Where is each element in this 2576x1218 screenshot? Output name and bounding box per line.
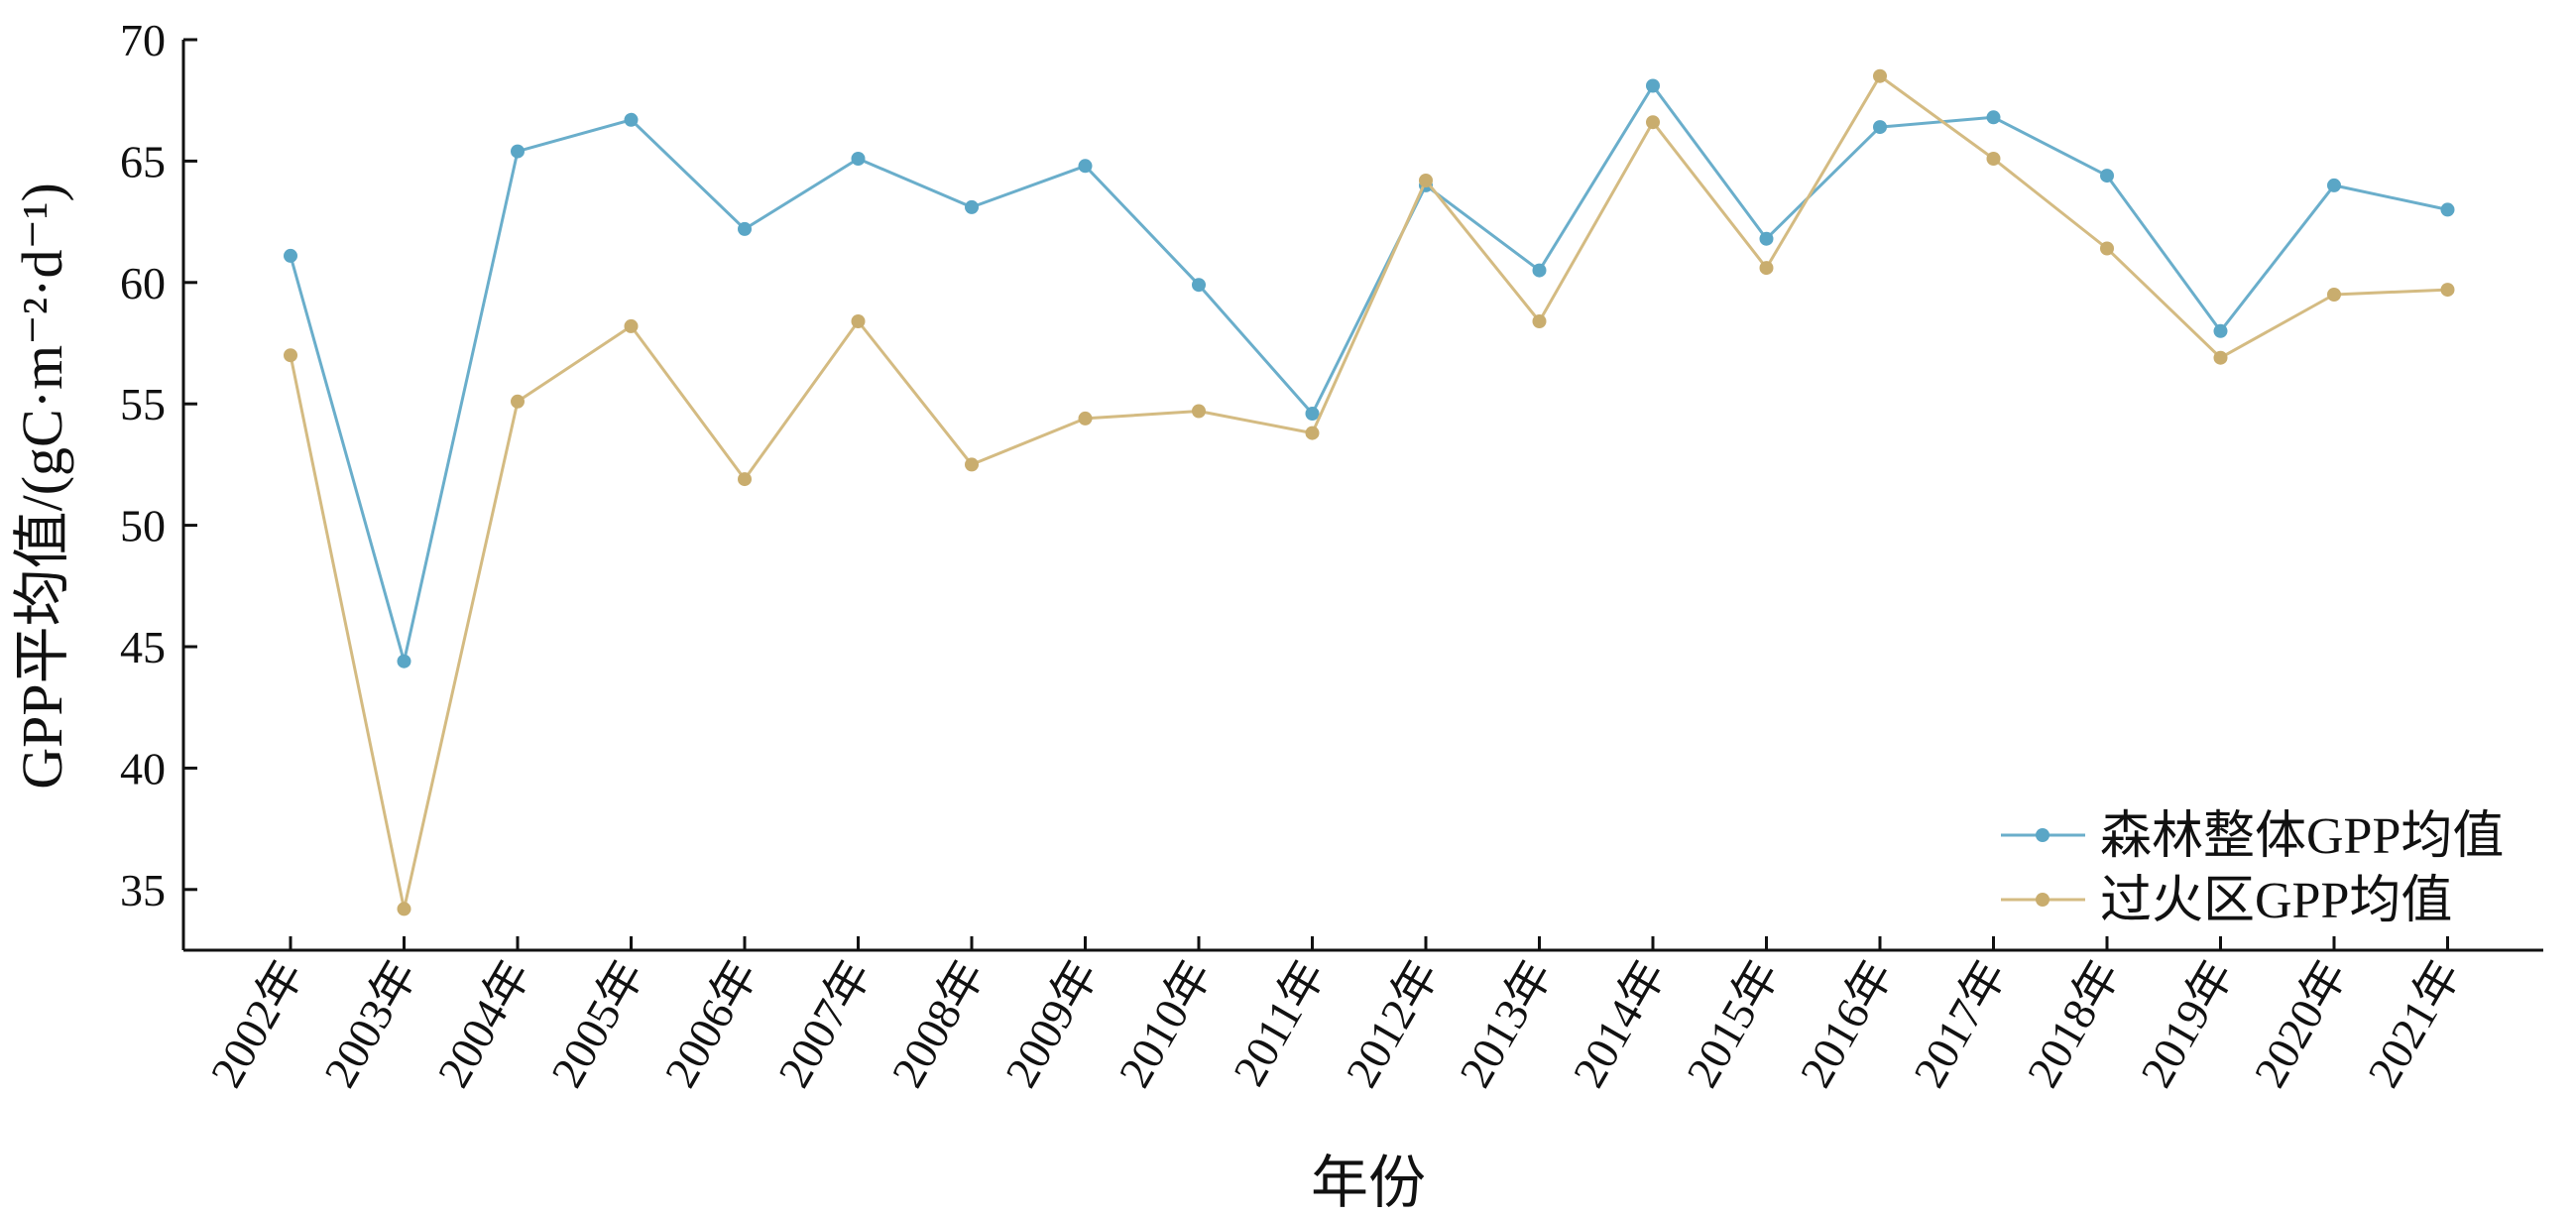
series-1 — [284, 68, 2455, 916]
legend-marker-burned — [2036, 893, 2049, 907]
data-point — [965, 199, 979, 214]
data-point — [738, 221, 752, 236]
x-axis-ticks: 2002年 2003年 2004年 2005年 2006年 2007年 2008年 2009年… — [200, 936, 2470, 1096]
x-tick-label: 2013年 — [1450, 952, 1562, 1096]
legend-item-burned: 过火区GPP均值 — [2001, 873, 2452, 929]
data-point — [511, 144, 525, 159]
x-tick-label: 2020年 — [2244, 952, 2356, 1096]
data-point — [851, 314, 866, 328]
data-point — [284, 348, 297, 363]
data-point — [1646, 78, 1660, 93]
x-tick-label: 2019年 — [2131, 952, 2243, 1096]
data-point — [1078, 411, 1093, 426]
data-point — [1532, 263, 1547, 278]
data-point — [511, 394, 525, 409]
data-point — [397, 654, 411, 669]
x-tick-label: 2006年 — [654, 952, 766, 1096]
data-point — [965, 457, 979, 472]
y-tick-label: 55 — [120, 379, 166, 429]
data-point — [2440, 202, 2455, 217]
series-0 — [284, 78, 2455, 669]
y-tick-label: 65 — [120, 136, 166, 186]
series-line — [289, 74, 2448, 911]
data-point — [1078, 159, 1093, 174]
data-point — [1986, 152, 2001, 166]
data-point — [284, 248, 297, 263]
y-axis-title: GPP平均值/(gC·m⁻²·d⁻¹) — [10, 183, 74, 790]
data-point — [1873, 120, 1887, 135]
series-layer — [284, 68, 2455, 916]
x-tick-label: 2015年 — [1677, 952, 1789, 1096]
y-axis-ticks: 35 40 45 50 55 60 65 70 — [120, 15, 197, 915]
x-tick-label: 2004年 — [427, 952, 539, 1096]
data-point — [738, 472, 752, 487]
data-point — [1873, 68, 1887, 83]
y-tick-label: 60 — [120, 258, 166, 308]
x-tick-label: 2009年 — [995, 952, 1108, 1096]
x-tick-label: 2021年 — [2358, 952, 2470, 1096]
data-point — [2213, 350, 2228, 365]
data-point — [624, 112, 639, 127]
data-point — [1759, 261, 1774, 276]
data-point — [624, 318, 639, 333]
x-tick-label: 2017年 — [1904, 952, 2016, 1096]
data-point — [2213, 323, 2228, 338]
x-tick-label: 2012年 — [1336, 952, 1448, 1096]
data-point — [1192, 278, 1206, 293]
data-point — [1646, 115, 1660, 130]
x-tick-label: 2002年 — [200, 952, 312, 1096]
series-line — [289, 84, 2448, 664]
y-tick-label: 35 — [120, 865, 166, 915]
data-point — [1192, 404, 1206, 419]
data-point — [1305, 407, 1320, 421]
data-point — [2100, 241, 2114, 256]
data-point — [851, 152, 866, 166]
y-tick-label: 50 — [120, 501, 166, 551]
x-tick-label: 2011年 — [1224, 952, 1335, 1095]
x-tick-label: 2005年 — [541, 952, 653, 1096]
x-tick-label: 2007年 — [768, 952, 880, 1096]
data-point — [1986, 110, 2001, 125]
data-point — [2327, 178, 2341, 192]
legend-label-burned: 过火区GPP均值 — [2100, 873, 2452, 929]
legend: 森林整体GPP均值 过火区GPP均值 — [2001, 808, 2504, 929]
x-tick-label: 2003年 — [314, 952, 426, 1096]
x-tick-label: 2018年 — [2017, 952, 2129, 1096]
y-tick-label: 40 — [120, 743, 166, 793]
data-point — [1305, 426, 1320, 440]
data-point — [397, 902, 411, 916]
legend-label-forest: 森林整体GPP均值 — [2100, 808, 2504, 865]
data-point — [1419, 174, 1433, 187]
legend-marker-forest — [2036, 828, 2049, 842]
data-point — [2100, 169, 2114, 183]
x-tick-label: 2014年 — [1563, 952, 1675, 1096]
data-point — [1759, 231, 1774, 246]
legend-item-forest: 森林整体GPP均值 — [2001, 808, 2504, 865]
x-axis-title: 年份 — [1311, 1151, 1426, 1215]
data-point — [2327, 288, 2341, 302]
x-tick-label: 2010年 — [1109, 952, 1221, 1096]
data-point — [1532, 314, 1547, 328]
data-point — [2440, 283, 2455, 298]
x-tick-label: 2008年 — [881, 952, 994, 1096]
y-tick-label: 70 — [120, 15, 166, 65]
x-tick-label: 2016年 — [1790, 952, 1902, 1096]
y-tick-label: 45 — [120, 622, 166, 672]
